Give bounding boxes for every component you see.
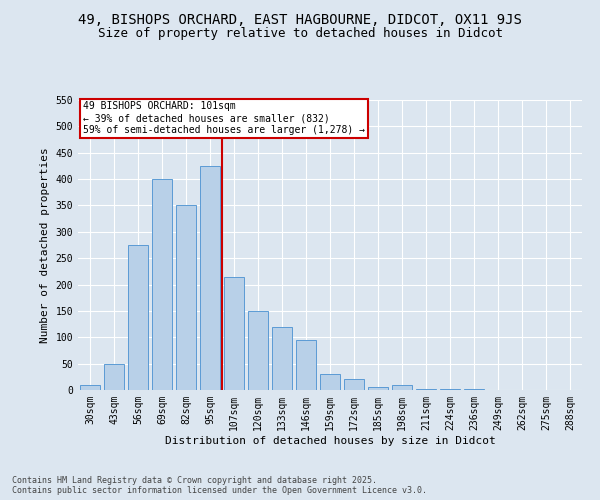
Text: 49 BISHOPS ORCHARD: 101sqm
← 39% of detached houses are smaller (832)
59% of sem: 49 BISHOPS ORCHARD: 101sqm ← 39% of deta… bbox=[83, 102, 365, 134]
Bar bbox=[176, 206, 196, 390]
Bar bbox=[416, 389, 436, 390]
Bar bbox=[224, 276, 244, 390]
Bar bbox=[80, 384, 100, 390]
Bar bbox=[296, 340, 316, 390]
Bar bbox=[368, 388, 388, 390]
Bar bbox=[320, 374, 340, 390]
Bar bbox=[248, 311, 268, 390]
Bar bbox=[128, 245, 148, 390]
Bar bbox=[104, 364, 124, 390]
Text: 49, BISHOPS ORCHARD, EAST HAGBOURNE, DIDCOT, OX11 9JS: 49, BISHOPS ORCHARD, EAST HAGBOURNE, DID… bbox=[78, 12, 522, 26]
Bar bbox=[272, 326, 292, 390]
Bar bbox=[152, 179, 172, 390]
Bar bbox=[344, 380, 364, 390]
Text: Size of property relative to detached houses in Didcot: Size of property relative to detached ho… bbox=[97, 28, 503, 40]
Bar bbox=[392, 384, 412, 390]
Text: Contains HM Land Registry data © Crown copyright and database right 2025.
Contai: Contains HM Land Registry data © Crown c… bbox=[12, 476, 427, 495]
Y-axis label: Number of detached properties: Number of detached properties bbox=[40, 147, 50, 343]
Bar bbox=[200, 166, 220, 390]
X-axis label: Distribution of detached houses by size in Didcot: Distribution of detached houses by size … bbox=[164, 436, 496, 446]
